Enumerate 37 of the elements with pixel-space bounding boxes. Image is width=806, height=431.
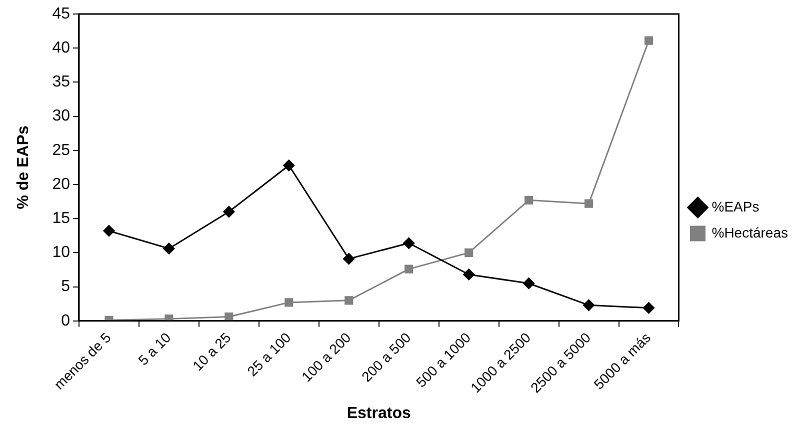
point bbox=[463, 268, 475, 280]
y-tick-label: 30 bbox=[52, 108, 70, 125]
point bbox=[224, 312, 234, 321]
point bbox=[464, 248, 474, 257]
point bbox=[404, 264, 414, 274]
point bbox=[343, 253, 355, 265]
legend-label: %EAPs bbox=[712, 198, 760, 214]
point bbox=[584, 199, 594, 208]
point bbox=[523, 278, 535, 290]
x-axis-title: Estratos bbox=[346, 404, 411, 422]
y-tick-label: 40 bbox=[52, 40, 70, 57]
point bbox=[403, 237, 415, 249]
point bbox=[223, 206, 235, 218]
point bbox=[524, 196, 534, 204]
x-tick-label: 200 a 500 bbox=[358, 329, 414, 385]
point bbox=[283, 160, 295, 172]
legend-label: %Hectáreas bbox=[712, 224, 788, 240]
y-tick-label: 15 bbox=[52, 210, 70, 227]
point bbox=[644, 36, 654, 45]
point bbox=[643, 302, 655, 314]
y-tick-label: 20 bbox=[52, 176, 70, 193]
y-tick-label: 45 bbox=[52, 5, 70, 22]
y-tick-label: 35 bbox=[52, 74, 70, 91]
y-tick-label: 0 bbox=[61, 312, 70, 330]
point bbox=[163, 242, 175, 254]
point bbox=[583, 299, 595, 311]
x-tick-label: 10 a 25 bbox=[189, 329, 234, 374]
y-axis-title: % de EAPs bbox=[15, 126, 32, 210]
y-tick-label: 10 bbox=[52, 244, 70, 262]
y-tick-label: 5 bbox=[61, 278, 70, 296]
y-tick-label: 25 bbox=[52, 142, 70, 159]
point bbox=[103, 225, 115, 237]
point bbox=[284, 298, 294, 307]
x-tick-label: 100 a 200 bbox=[298, 329, 354, 385]
x-tick-label: 5 a 10 bbox=[134, 329, 174, 368]
x-tick-label: 25 a 100 bbox=[244, 329, 294, 380]
point bbox=[344, 296, 354, 305]
